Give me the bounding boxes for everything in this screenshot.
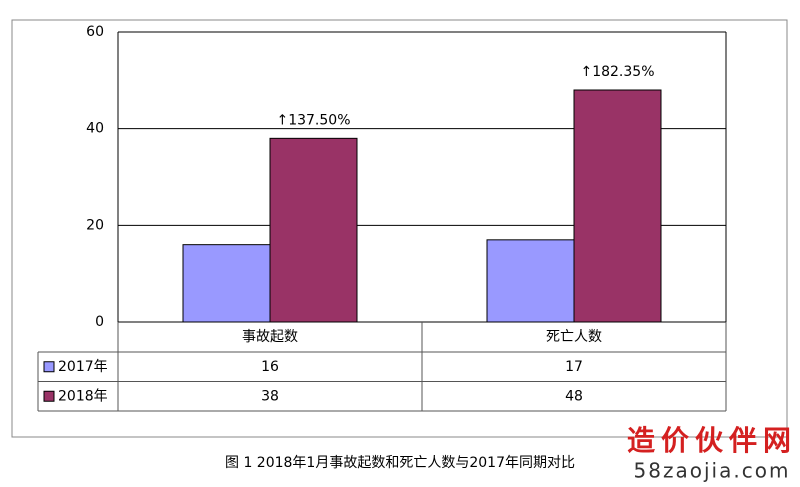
table-value: 16 bbox=[261, 359, 279, 375]
bar bbox=[573, 89, 662, 323]
legend-label: 2017年 bbox=[58, 359, 108, 375]
chart-frame bbox=[11, 19, 788, 438]
x-tick-label: 死亡人数 bbox=[546, 329, 602, 345]
annotation: ↑182.35% bbox=[580, 64, 654, 80]
y-tick-label: 0 bbox=[95, 314, 104, 330]
table-value: 17 bbox=[565, 359, 583, 375]
table-value: 48 bbox=[565, 388, 583, 404]
legend-label: 2018年 bbox=[58, 388, 108, 404]
annotation: ↑137.50% bbox=[276, 112, 350, 128]
legend-swatch bbox=[43, 361, 55, 373]
watermark-url: 58zaojia.com bbox=[634, 459, 791, 483]
bar bbox=[269, 137, 358, 323]
y-tick-label: 40 bbox=[86, 121, 104, 137]
y-tick-label: 60 bbox=[86, 24, 104, 40]
caption: 图 1 2018年1月事故起数和死亡人数与2017年同期对比 bbox=[225, 455, 575, 471]
bar bbox=[182, 244, 271, 323]
watermark-title: 造价伙伴网 bbox=[627, 424, 797, 457]
legend-swatch bbox=[43, 390, 55, 402]
bar bbox=[486, 239, 575, 323]
table-value: 38 bbox=[261, 388, 279, 404]
y-tick-label: 20 bbox=[86, 217, 104, 233]
x-tick-label: 事故起数 bbox=[242, 329, 298, 345]
